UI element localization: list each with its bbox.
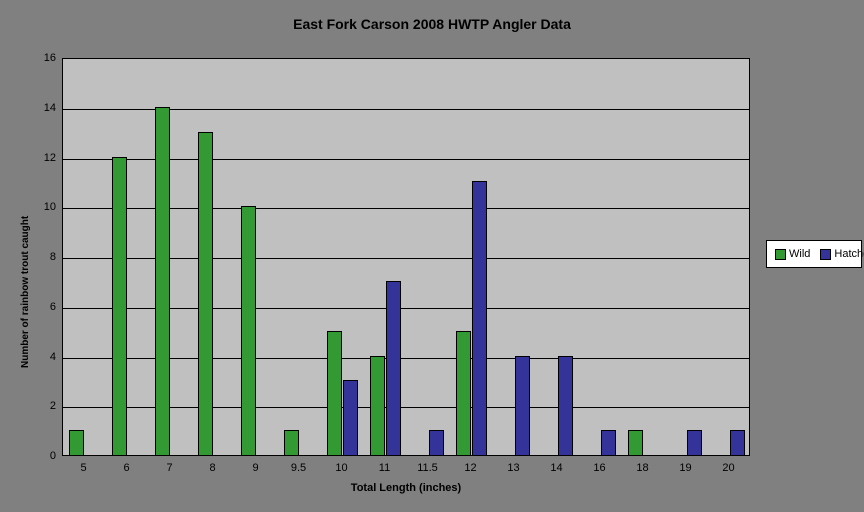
bar-wild: [198, 132, 213, 455]
ytick-label: 8: [34, 251, 56, 263]
xtick-label: 6: [123, 462, 129, 474]
bar-wild: [370, 356, 385, 456]
bar-wild: [456, 331, 471, 455]
bar-hatchery: [730, 430, 745, 455]
legend: Wild Hatchery: [766, 240, 862, 268]
chart-title: East Fork Carson 2008 HWTP Angler Data: [0, 16, 864, 32]
xtick-label: 11: [379, 462, 390, 474]
xtick-label: 18: [636, 462, 648, 474]
legend-item-hatchery: Hatchery: [820, 248, 864, 260]
legend-item-wild: Wild: [775, 248, 810, 260]
chart-canvas: East Fork Carson 2008 HWTP Angler Data N…: [0, 0, 864, 512]
bar-wild: [69, 430, 84, 455]
ytick-label: 10: [34, 201, 56, 213]
xtick-label: 8: [209, 462, 215, 474]
legend-label: Hatchery: [834, 248, 864, 260]
bar-wild: [155, 107, 170, 455]
legend-label: Wild: [789, 248, 810, 260]
xtick-label: 10: [335, 462, 347, 474]
bar-hatchery: [601, 430, 616, 455]
xtick-label: 14: [550, 462, 562, 474]
xtick-label: 12: [464, 462, 476, 474]
bar-hatchery: [687, 430, 702, 455]
xtick-label: 19: [679, 462, 691, 474]
bar-hatchery: [429, 430, 444, 455]
xtick-label: 9: [252, 462, 258, 474]
ytick-label: 0: [34, 450, 56, 462]
legend-swatch: [775, 249, 786, 260]
bar-hatchery: [472, 181, 487, 455]
ytick-label: 12: [34, 152, 56, 164]
xtick-label: 5: [80, 462, 86, 474]
xtick-label: 7: [166, 462, 172, 474]
ytick-label: 16: [34, 52, 56, 64]
ytick-label: 2: [34, 400, 56, 412]
bar-wild: [284, 430, 299, 455]
ytick-label: 6: [34, 301, 56, 313]
xtick-label: 9.5: [291, 462, 306, 474]
bar-wild: [112, 157, 127, 456]
bar-wild: [241, 206, 256, 455]
ytick-label: 4: [34, 351, 56, 363]
bar-hatchery: [386, 281, 401, 455]
bar-hatchery: [558, 356, 573, 456]
plot-area: [62, 58, 750, 456]
y-axis-label: Number of rainbow trout caught: [20, 216, 31, 368]
x-axis-label: Total Length (inches): [62, 482, 750, 494]
ytick-label: 14: [34, 102, 56, 114]
xtick-label: 13: [507, 462, 519, 474]
bar-wild: [628, 430, 643, 455]
xtick-label: 16: [593, 462, 605, 474]
bar-wild: [327, 331, 342, 455]
legend-swatch: [820, 249, 831, 260]
bar-hatchery: [343, 380, 358, 455]
bar-hatchery: [515, 356, 530, 456]
xtick-label: 11.5: [417, 462, 438, 474]
xtick-label: 20: [722, 462, 734, 474]
